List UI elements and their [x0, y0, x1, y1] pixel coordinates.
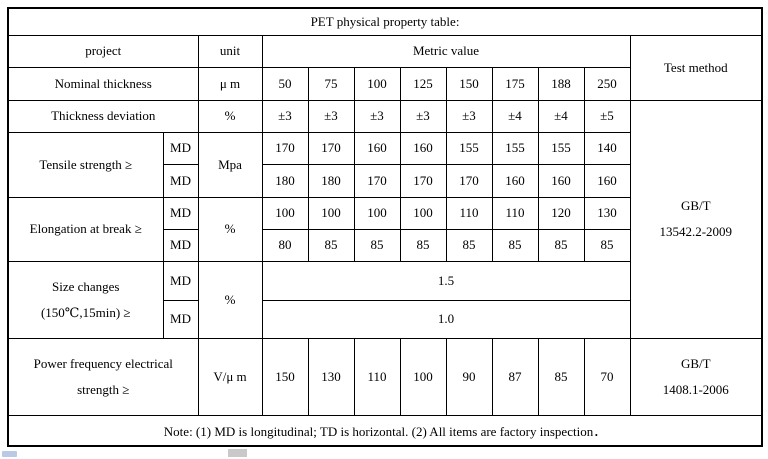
tensile-md2-value: 170	[445, 163, 493, 198]
col-header-project: project	[7, 34, 199, 68]
unit-size-changes: %	[197, 260, 263, 339]
size-changes-md1-value: 1.5	[261, 260, 631, 301]
test-method-electrical: GB/T 1408.1-2006	[629, 337, 763, 416]
row-label-size-changes: Size changes (150℃,15min) ≥	[7, 260, 164, 339]
power-frequency-value: 90	[445, 337, 493, 416]
tensile-md1-value: 170	[307, 131, 355, 165]
table-title: PET physical property table:	[7, 7, 763, 36]
col-header-unit: unit	[197, 34, 263, 68]
test-method-main-line1: GB/T	[680, 198, 711, 213]
power-frequency-value: 100	[399, 337, 447, 416]
elongation-md1-value: 120	[537, 196, 585, 230]
tensile-md1-value: 140	[583, 131, 631, 165]
nominal-thickness-value: 188	[537, 66, 585, 101]
nominal-thickness-value: 100	[353, 66, 401, 101]
elongation-md1-value: 100	[399, 196, 447, 230]
nominal-thickness-value: 250	[583, 66, 631, 101]
elongation-md1-value: 110	[491, 196, 539, 230]
tensile-md2-value: 170	[399, 163, 447, 198]
row-label-thickness-deviation: Thickness deviation	[7, 99, 199, 133]
direction-label: MD	[162, 196, 199, 230]
power-frequency-value: 150	[261, 337, 309, 416]
test-method-main: GB/T 13542.2-2009	[629, 99, 763, 339]
elongation-md2-value: 85	[353, 228, 401, 262]
power-frequency-value: 85	[537, 337, 585, 416]
nominal-thickness-value: 75	[307, 66, 355, 101]
watermark-artifact	[2, 451, 17, 457]
direction-label: MD	[162, 131, 199, 165]
power-frequency-value: 130	[307, 337, 355, 416]
direction-label: MD	[162, 228, 199, 262]
nominal-thickness-value: 175	[491, 66, 539, 101]
elongation-md2-value: 85	[537, 228, 585, 262]
unit-nominal-thickness: μ m	[197, 66, 263, 101]
row-label-nominal-thickness: Nominal thickness	[7, 66, 199, 101]
power-frequency-label-line2: strength ≥	[77, 381, 130, 397]
thickness-deviation-value: ±3	[307, 99, 355, 133]
elongation-md2-value: 85	[491, 228, 539, 262]
elongation-md1-value: 130	[583, 196, 631, 230]
elongation-md1-value: 110	[445, 196, 493, 230]
tensile-md2-value: 170	[353, 163, 401, 198]
tensile-md1-value: 160	[353, 131, 401, 165]
unit-tensile-strength: Mpa	[197, 131, 263, 198]
elongation-md2-value: 85	[399, 228, 447, 262]
direction-label: MD	[162, 163, 199, 198]
unit-thickness-deviation: %	[197, 99, 263, 133]
col-header-test-method: Test method	[629, 34, 763, 101]
elongation-md2-value: 85	[445, 228, 493, 262]
tensile-md2-value: 180	[307, 163, 355, 198]
tensile-md1-value: 155	[537, 131, 585, 165]
power-frequency-value: 110	[353, 337, 401, 416]
tensile-md1-value: 155	[491, 131, 539, 165]
row-label-tensile-strength: Tensile strength ≥	[7, 131, 164, 198]
nominal-thickness-value: 50	[261, 66, 309, 101]
thickness-deviation-value: ±3	[353, 99, 401, 133]
elongation-md2-value: 80	[261, 228, 309, 262]
thickness-deviation-value: ±4	[491, 99, 539, 133]
tensile-md1-value: 170	[261, 131, 309, 165]
unit-power-frequency: V/μ m	[197, 337, 263, 416]
tensile-md2-value: 160	[537, 163, 585, 198]
test-method-main-line2: 13542.2-2009	[659, 224, 733, 239]
test-method-electrical-line1: GB/T	[680, 355, 711, 371]
elongation-md2-value: 85	[307, 228, 355, 262]
test-method-electrical-line2: 1408.1-2006	[662, 381, 729, 397]
thickness-deviation-value: ±3	[399, 99, 447, 133]
nominal-thickness-value: 150	[445, 66, 493, 101]
size-changes-md2-value: 1.0	[261, 299, 631, 339]
elongation-md1-value: 100	[353, 196, 401, 230]
elongation-md2-value: 85	[583, 228, 631, 262]
nominal-thickness-value: 125	[399, 66, 447, 101]
tensile-md2-value: 160	[583, 163, 631, 198]
tensile-md1-value: 160	[399, 131, 447, 165]
row-label-power-frequency: Power frequency electrical strength ≥	[7, 337, 199, 416]
direction-label: MD	[162, 260, 199, 301]
elongation-md1-value: 100	[307, 196, 355, 230]
thickness-deviation-value: ±4	[537, 99, 585, 133]
pet-property-table: PET physical property table: project uni…	[7, 7, 763, 447]
table-note: Note: (1) MD is longitudinal; TD is hori…	[7, 414, 763, 447]
size-changes-label-line1: Size changes	[51, 278, 120, 294]
smudge-artifact	[228, 449, 247, 457]
tensile-md2-value: 160	[491, 163, 539, 198]
power-frequency-value: 70	[583, 337, 631, 416]
col-header-metric-value: Metric value	[261, 34, 631, 68]
size-changes-label-line2: (150℃,15min) ≥	[40, 304, 131, 320]
elongation-md1-value: 100	[261, 196, 309, 230]
thickness-deviation-value: ±3	[445, 99, 493, 133]
unit-elongation: %	[197, 196, 263, 262]
direction-label: MD	[162, 299, 199, 339]
thickness-deviation-value: ±5	[583, 99, 631, 133]
power-frequency-value: 87	[491, 337, 539, 416]
row-label-elongation: Elongation at break ≥	[7, 196, 164, 262]
tensile-md2-value: 180	[261, 163, 309, 198]
thickness-deviation-value: ±3	[261, 99, 309, 133]
tensile-md1-value: 155	[445, 131, 493, 165]
power-frequency-label-line1: Power frequency electrical	[33, 355, 173, 371]
